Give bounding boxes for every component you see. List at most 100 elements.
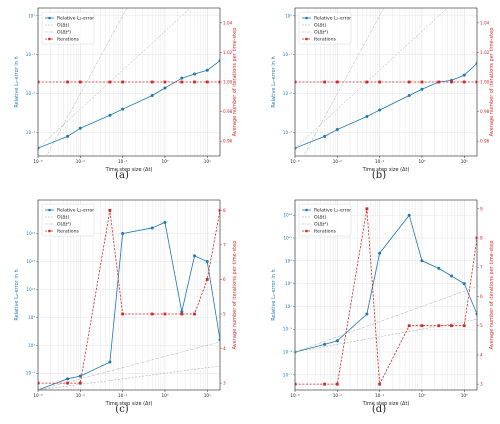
legend-label: Relative L₂-error [314,16,351,22]
x-tick-label: 10⁻² [76,159,86,164]
y2-tick-label: 6 [480,294,483,299]
data-point-error [163,220,167,224]
y2-axis-label: Average number of iterations per time-st… [232,28,238,137]
data-point-error [180,76,184,80]
data-point-iterations [437,80,441,84]
data-point-iterations [205,80,209,84]
data-point-iterations [38,381,40,385]
x-axis-label: Time step size (Δt) [362,167,410,173]
data-point-iterations [378,382,382,386]
series-line-order2 [295,286,477,353]
data-point-iterations [78,80,82,84]
data-point-iterations [475,236,477,240]
x-tick-label: 10⁰ [161,393,168,398]
data-point-iterations [38,80,40,84]
data-point-error [150,93,154,97]
data-point-iterations [295,382,297,386]
series-line-order1 [295,319,477,353]
legend-label: Iterations [57,229,79,235]
y-tick-label: 10⁻¹ [26,52,36,57]
data-point-error [193,72,197,76]
series-line-error [295,63,477,149]
plot-area [38,8,220,156]
y2-tick-label: 4 [223,346,226,351]
data-point-error [323,342,327,346]
y-tick-label: 10⁵ [285,281,292,286]
y-tick-label: 10⁻³ [283,130,293,135]
data-point-error [335,128,339,132]
legend-marker [48,37,51,41]
y2-tick-label: 1.04 [480,20,490,25]
x-tick-label: 10⁻² [76,393,86,398]
data-point-iterations [163,312,167,316]
x-tick-label: 10⁻¹ [375,393,385,398]
panel-caption: (c) [115,404,129,415]
series-line-iterations [38,210,220,384]
data-point-iterations [218,80,220,84]
y-axis-label: Relative L₂-error in h [271,269,277,320]
x-tick-label: 10⁻³ [33,159,43,164]
panel-caption: (d) [372,404,386,415]
data-point-iterations [66,381,69,385]
data-point-iterations [407,80,411,84]
data-point-iterations [205,278,209,281]
data-point-iterations [193,312,196,316]
data-point-error [205,68,209,72]
y2-tick-label: 1.00 [223,80,233,85]
x-tick-label: 10¹ [204,393,211,398]
y-tick-label: 10⁻³ [26,130,36,135]
data-point-error [378,108,382,112]
x-tick-label: 10⁻¹ [118,393,128,398]
y-tick-label: 10² [285,304,292,309]
data-point-iterations [437,324,441,328]
x-tick-label: 10⁰ [418,393,425,398]
data-point-error [420,87,424,91]
data-point-error [462,282,466,286]
y2-tick-label: 8 [480,236,483,241]
data-point-error [378,251,382,255]
y-tick-label: 10⁻¹ [283,327,293,332]
legend-box [298,203,352,237]
y-tick-label: 10⁴ [28,343,35,348]
legend-box [298,11,352,45]
data-point-error [218,338,220,342]
data-point-iterations [163,80,167,84]
chart-panel-3: 10⁻³ 10⁻² 10⁻¹ 10⁰ 10¹ 10⁻¹ 10⁴ 10⁹ 10¹⁴ 10¹⁹ 10²⁴… [14,199,238,415]
data-point-iterations [323,382,326,386]
x-tick-label: 10¹ [461,159,468,164]
data-point-error [218,59,220,63]
y2-tick-label: 5 [223,312,226,317]
data-point-iterations [150,312,154,316]
data-point-iterations [108,208,112,212]
y-tick-label: 10¹⁴ [26,287,35,292]
y2-tick-label: 7 [480,265,483,270]
y2-tick-label: 1.02 [480,50,490,55]
y-tick-label: 10⁸ [285,258,292,263]
data-point-iterations [150,80,154,84]
data-point-iterations [475,80,477,84]
y2-tick-label: 0.98 [480,109,490,114]
data-point-error [407,93,411,97]
data-point-iterations [365,80,369,84]
y2-axis-label: Average number of iterations per time-st… [489,241,495,350]
data-point-error [66,134,70,138]
y-tick-label: 10⁻² [26,91,36,96]
legend-label: O(Δt) [57,23,69,29]
data-point-error [323,134,327,138]
data-point-error [121,107,125,111]
y2-tick-label: 3 [223,381,226,386]
y-tick-label: 10¹⁹ [26,259,35,264]
y-tick-label: 10²⁴ [26,231,35,236]
y2-tick-label: 5 [480,323,483,328]
legend-marker [305,16,308,20]
data-point-error [193,254,197,258]
series-line-error [38,60,220,149]
legend-label: Relative L₂-error [57,16,94,22]
x-tick-label: 10⁻¹ [375,159,385,164]
data-point-error [475,312,477,316]
y2-tick-label: 9 [480,206,483,211]
chart-panel-1: 10⁻³ 10⁻² 10⁻¹ 10⁰ 10¹ 10⁻³ 10⁻² 10⁻¹ 10⁰ 0.96 0.9… [14,7,238,181]
